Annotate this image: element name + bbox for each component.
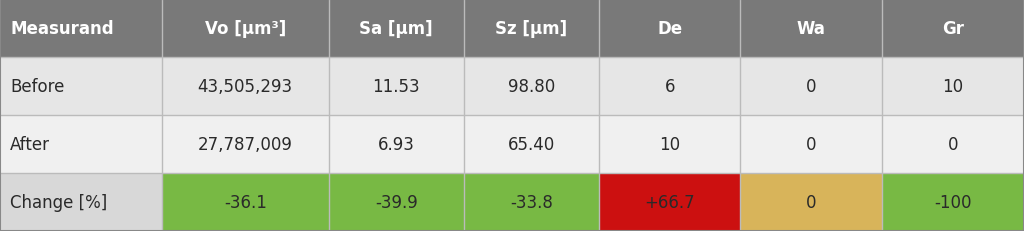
Text: 65.40: 65.40 — [508, 135, 555, 153]
Text: 0: 0 — [806, 193, 816, 211]
Text: 98.80: 98.80 — [508, 78, 555, 96]
Text: Vo [μm³]: Vo [μm³] — [205, 20, 286, 38]
Text: Wa: Wa — [797, 20, 825, 38]
Text: Change [%]: Change [%] — [10, 193, 108, 211]
Bar — [0, 58, 1024, 116]
Text: Sz [μm]: Sz [μm] — [496, 20, 567, 38]
Bar — [0, 116, 1024, 173]
Text: 0: 0 — [806, 135, 816, 153]
Bar — [0, 0, 1024, 58]
Text: 0: 0 — [947, 135, 958, 153]
Text: 11.53: 11.53 — [373, 78, 420, 96]
Text: Measurand: Measurand — [10, 20, 114, 38]
Text: +66.7: +66.7 — [644, 193, 695, 211]
Bar — [329, 173, 464, 231]
Text: De: De — [657, 20, 682, 38]
Text: 6: 6 — [665, 78, 675, 96]
Bar — [162, 173, 329, 231]
Bar — [0, 173, 162, 231]
Text: After: After — [10, 135, 50, 153]
Text: -36.1: -36.1 — [224, 193, 266, 211]
Text: 27,787,009: 27,787,009 — [198, 135, 293, 153]
Text: Sa [μm]: Sa [μm] — [359, 20, 433, 38]
Bar — [882, 173, 1024, 231]
Text: 43,505,293: 43,505,293 — [198, 78, 293, 96]
Text: -33.8: -33.8 — [510, 193, 553, 211]
Bar — [740, 173, 882, 231]
Text: Before: Before — [10, 78, 65, 96]
Text: 10: 10 — [942, 78, 964, 96]
Text: 10: 10 — [659, 135, 680, 153]
Text: 6.93: 6.93 — [378, 135, 415, 153]
Text: -39.9: -39.9 — [375, 193, 418, 211]
Text: 0: 0 — [806, 78, 816, 96]
Bar — [464, 173, 599, 231]
Bar — [599, 173, 740, 231]
Text: Gr: Gr — [942, 20, 964, 38]
Text: -100: -100 — [934, 193, 972, 211]
